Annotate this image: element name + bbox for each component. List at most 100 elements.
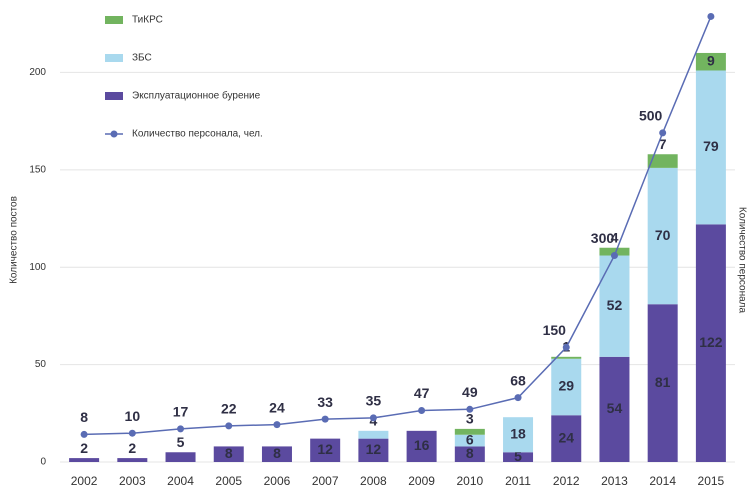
data-label: 12	[317, 441, 333, 457]
line-point	[80, 430, 88, 438]
bar-segment	[261, 446, 292, 462]
data-label: 8	[80, 409, 88, 425]
bar-segment	[695, 224, 726, 462]
bar-segment	[647, 304, 678, 462]
bar-segment	[454, 434, 485, 447]
line-point	[418, 407, 426, 415]
bar-segment	[117, 458, 148, 462]
data-label: 300	[591, 230, 615, 246]
data-label: 122	[699, 334, 723, 350]
data-label: 2	[80, 440, 88, 456]
data-label: 150	[543, 322, 567, 338]
x-tick-label: 2006	[264, 474, 291, 488]
line-point	[273, 421, 281, 429]
y-tick-label: 0	[40, 457, 46, 468]
line-point	[177, 425, 185, 433]
legend-label: Эксплуатационное бурение	[132, 90, 261, 102]
legend-marker	[110, 130, 118, 138]
line-point	[707, 12, 715, 20]
y-tick-label: 100	[29, 262, 46, 273]
y-tick-label: 200	[29, 67, 46, 78]
data-label: 8	[225, 445, 233, 461]
data-label: 3	[466, 411, 474, 427]
x-tick-label: 2008	[360, 474, 387, 488]
bar-segment	[165, 452, 196, 462]
y-tick-label: 150	[29, 164, 46, 175]
data-label: 12	[366, 441, 382, 457]
data-label: 8	[466, 445, 474, 461]
line-point	[321, 415, 329, 423]
bar-segment	[551, 356, 582, 359]
data-label: 70	[655, 227, 671, 243]
bar-segment	[310, 438, 341, 462]
data-label: 6	[466, 431, 474, 447]
data-label: 29	[558, 378, 574, 394]
legend-label: ТиКРС	[132, 15, 163, 26]
data-label: 9	[707, 52, 715, 68]
data-label: 22	[221, 401, 237, 417]
x-tick-label: 2002	[71, 474, 98, 488]
data-label: 500	[639, 108, 663, 124]
bar-segment	[454, 428, 485, 435]
bar-segment	[454, 446, 485, 462]
bar-segment	[358, 438, 389, 462]
legend-label: ЗБС	[132, 53, 152, 64]
data-label: 24	[269, 399, 285, 415]
bar-segment	[358, 430, 389, 439]
data-label: 17	[173, 404, 189, 420]
bar-segment	[551, 415, 582, 462]
data-label: 79	[703, 138, 719, 154]
bar-segment	[599, 255, 630, 357]
data-label: 18	[510, 425, 526, 441]
x-tick-label: 2010	[456, 474, 483, 488]
line-point	[128, 429, 136, 437]
legend-swatch	[105, 16, 123, 24]
bar-segment	[503, 452, 534, 462]
x-tick-label: 2012	[553, 474, 580, 488]
x-tick-label: 2005	[215, 474, 242, 488]
bar-segment	[647, 167, 678, 305]
line-point	[466, 405, 474, 413]
bar-segment	[503, 417, 534, 453]
data-label: 7	[659, 136, 667, 152]
data-label: 5	[177, 434, 185, 450]
x-tick-label: 2011	[505, 474, 531, 488]
bar-segment	[695, 52, 726, 71]
x-tick-label: 2015	[698, 474, 725, 488]
data-label: 81	[655, 374, 671, 390]
bar-segment	[69, 458, 100, 462]
legend-label: Количество персонала, чел.	[132, 129, 263, 140]
data-label: 5	[514, 448, 522, 464]
data-label: 52	[607, 297, 623, 313]
line-point	[514, 394, 522, 402]
bar-segment	[647, 154, 678, 168]
line-point	[562, 343, 570, 351]
data-label: 47	[414, 385, 430, 401]
data-label: 49	[462, 384, 478, 400]
data-label: 16	[414, 437, 430, 453]
bar-segment	[599, 247, 630, 256]
data-label: 35	[366, 393, 382, 409]
bar-segment	[599, 356, 630, 462]
data-label: 54	[607, 400, 623, 416]
bar-segment	[406, 430, 437, 462]
line-point	[610, 251, 618, 259]
line-point	[225, 422, 233, 430]
data-label: 8	[273, 445, 281, 461]
bar-segment	[551, 358, 582, 416]
legend-swatch	[105, 54, 123, 62]
y-tick-label: 50	[35, 359, 47, 370]
line-point	[369, 414, 377, 422]
x-tick-label: 2003	[119, 474, 146, 488]
x-tick-label: 2004	[167, 474, 194, 488]
x-tick-label: 2009	[408, 474, 435, 488]
data-label: 2	[128, 440, 136, 456]
line	[84, 16, 712, 436]
bar-segment	[695, 70, 726, 225]
x-tick-label: 2014	[649, 474, 676, 488]
line-point	[659, 129, 667, 137]
legend-swatch	[105, 92, 123, 100]
data-label: 10	[125, 408, 141, 424]
data-label: 24	[558, 429, 574, 445]
